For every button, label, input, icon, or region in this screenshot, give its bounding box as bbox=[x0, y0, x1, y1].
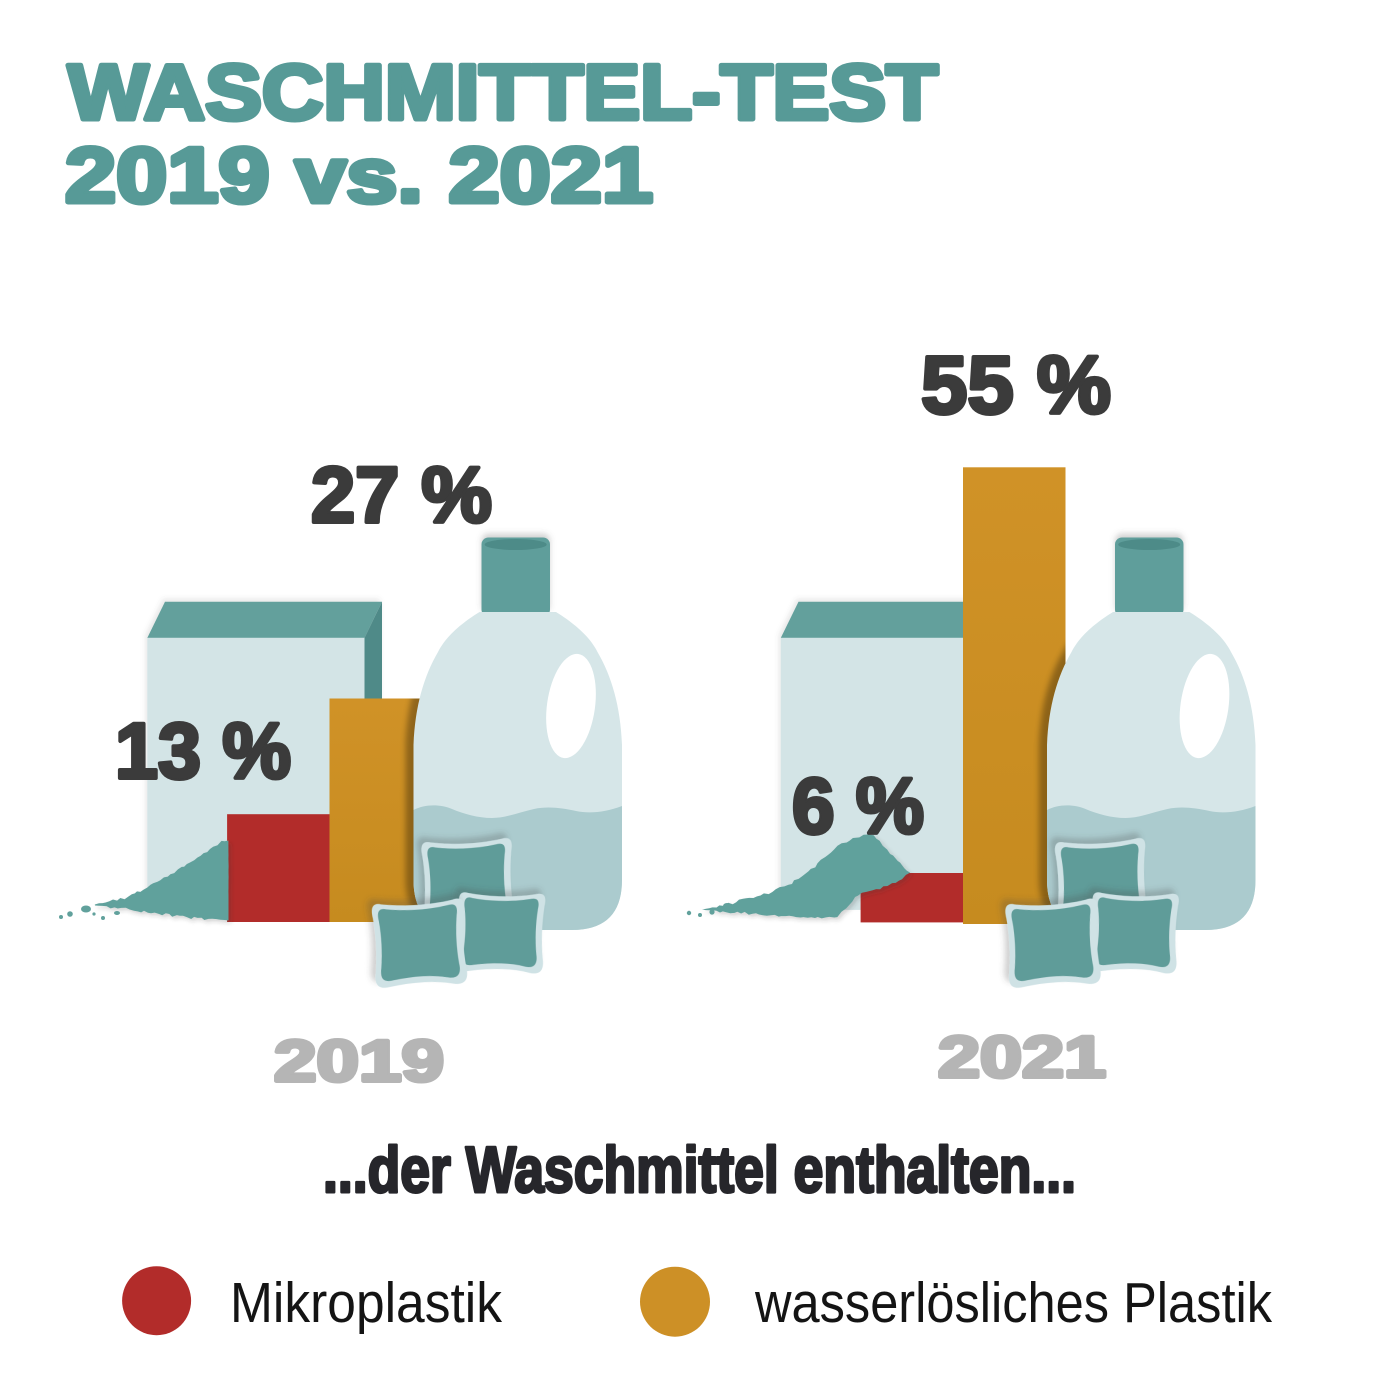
svg-text:13 %: 13 % bbox=[115, 706, 291, 795]
svg-text:WASCHMITTEL-TEST: WASCHMITTEL-TEST bbox=[68, 48, 938, 136]
svg-text:wasserlösliches Plastik: wasserlösliches Plastik bbox=[754, 1271, 1272, 1335]
svg-text:Mikroplastik: Mikroplastik bbox=[230, 1271, 502, 1335]
svg-text:27 %: 27 % bbox=[311, 450, 492, 539]
svg-text:2019 vs. 2021: 2019 vs. 2021 bbox=[65, 131, 653, 219]
svg-text:2019: 2019 bbox=[274, 1029, 444, 1094]
svg-text:55 %: 55 % bbox=[921, 340, 1111, 431]
svg-text:2021: 2021 bbox=[938, 1025, 1106, 1090]
svg-text:6 %: 6 % bbox=[792, 761, 924, 850]
svg-text:...der Waschmittel enthalten..: ...der Waschmittel enthalten... bbox=[323, 1133, 1076, 1206]
